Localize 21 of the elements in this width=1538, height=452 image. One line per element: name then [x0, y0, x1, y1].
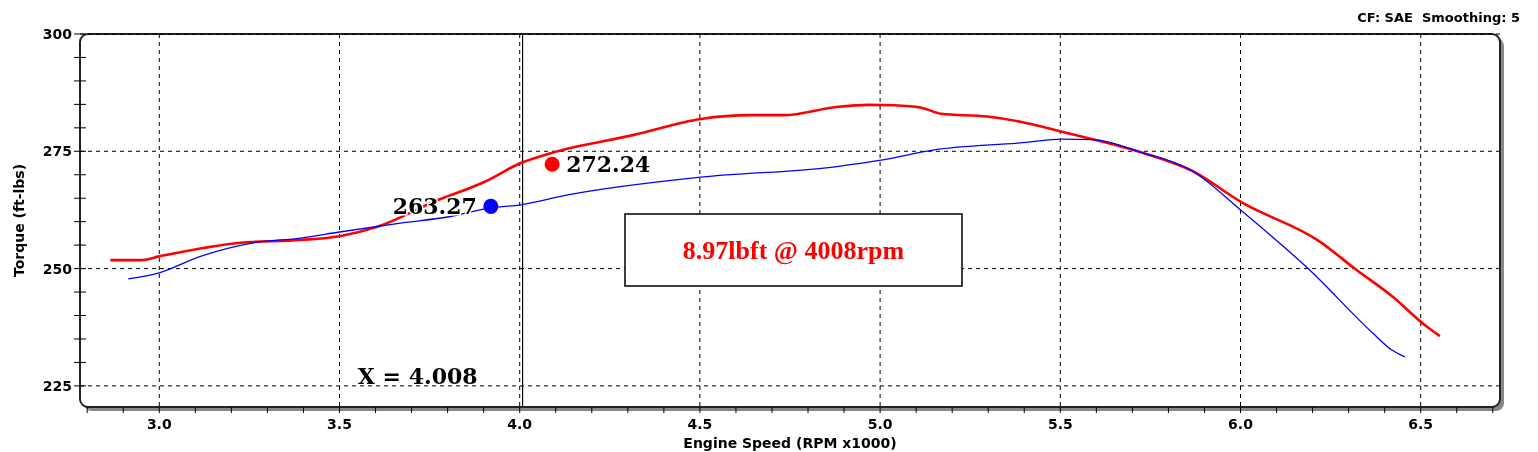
- y-tick-label: 275: [42, 143, 72, 160]
- ref-line-label: X = 4.008: [357, 362, 478, 389]
- x-tick-label: 6.5: [1408, 416, 1434, 432]
- y-axis-title: Torque (ft-lbs): [11, 163, 27, 278]
- x-tick-label: 5.5: [1047, 416, 1073, 432]
- data-label: 272.24: [566, 151, 651, 178]
- x-tick-label: 3.5: [327, 416, 352, 432]
- x-tick-label: 6.0: [1228, 416, 1254, 432]
- x-axis-title: Engine Speed (RPM x1000): [683, 435, 897, 451]
- x-tick-label: 4.5: [687, 416, 713, 432]
- x-tick-label: 5.0: [867, 416, 893, 432]
- x-tick-label: 4.0: [507, 416, 533, 432]
- y-tick-label: 225: [42, 377, 72, 394]
- text-box: 8.97lbft @ 4008rpm: [624, 213, 963, 287]
- line-series: [108, 103, 1442, 338]
- x-tick-label: 3.0: [146, 416, 172, 432]
- y-tick-label: 300: [42, 26, 73, 42]
- line-series: [127, 138, 1406, 358]
- y-tick-label: 250: [42, 260, 73, 277]
- annotation: 8.97lbft @ 4008rpm: [682, 236, 905, 265]
- text: CF: SAE Smoothing: 5: [1357, 10, 1520, 25]
